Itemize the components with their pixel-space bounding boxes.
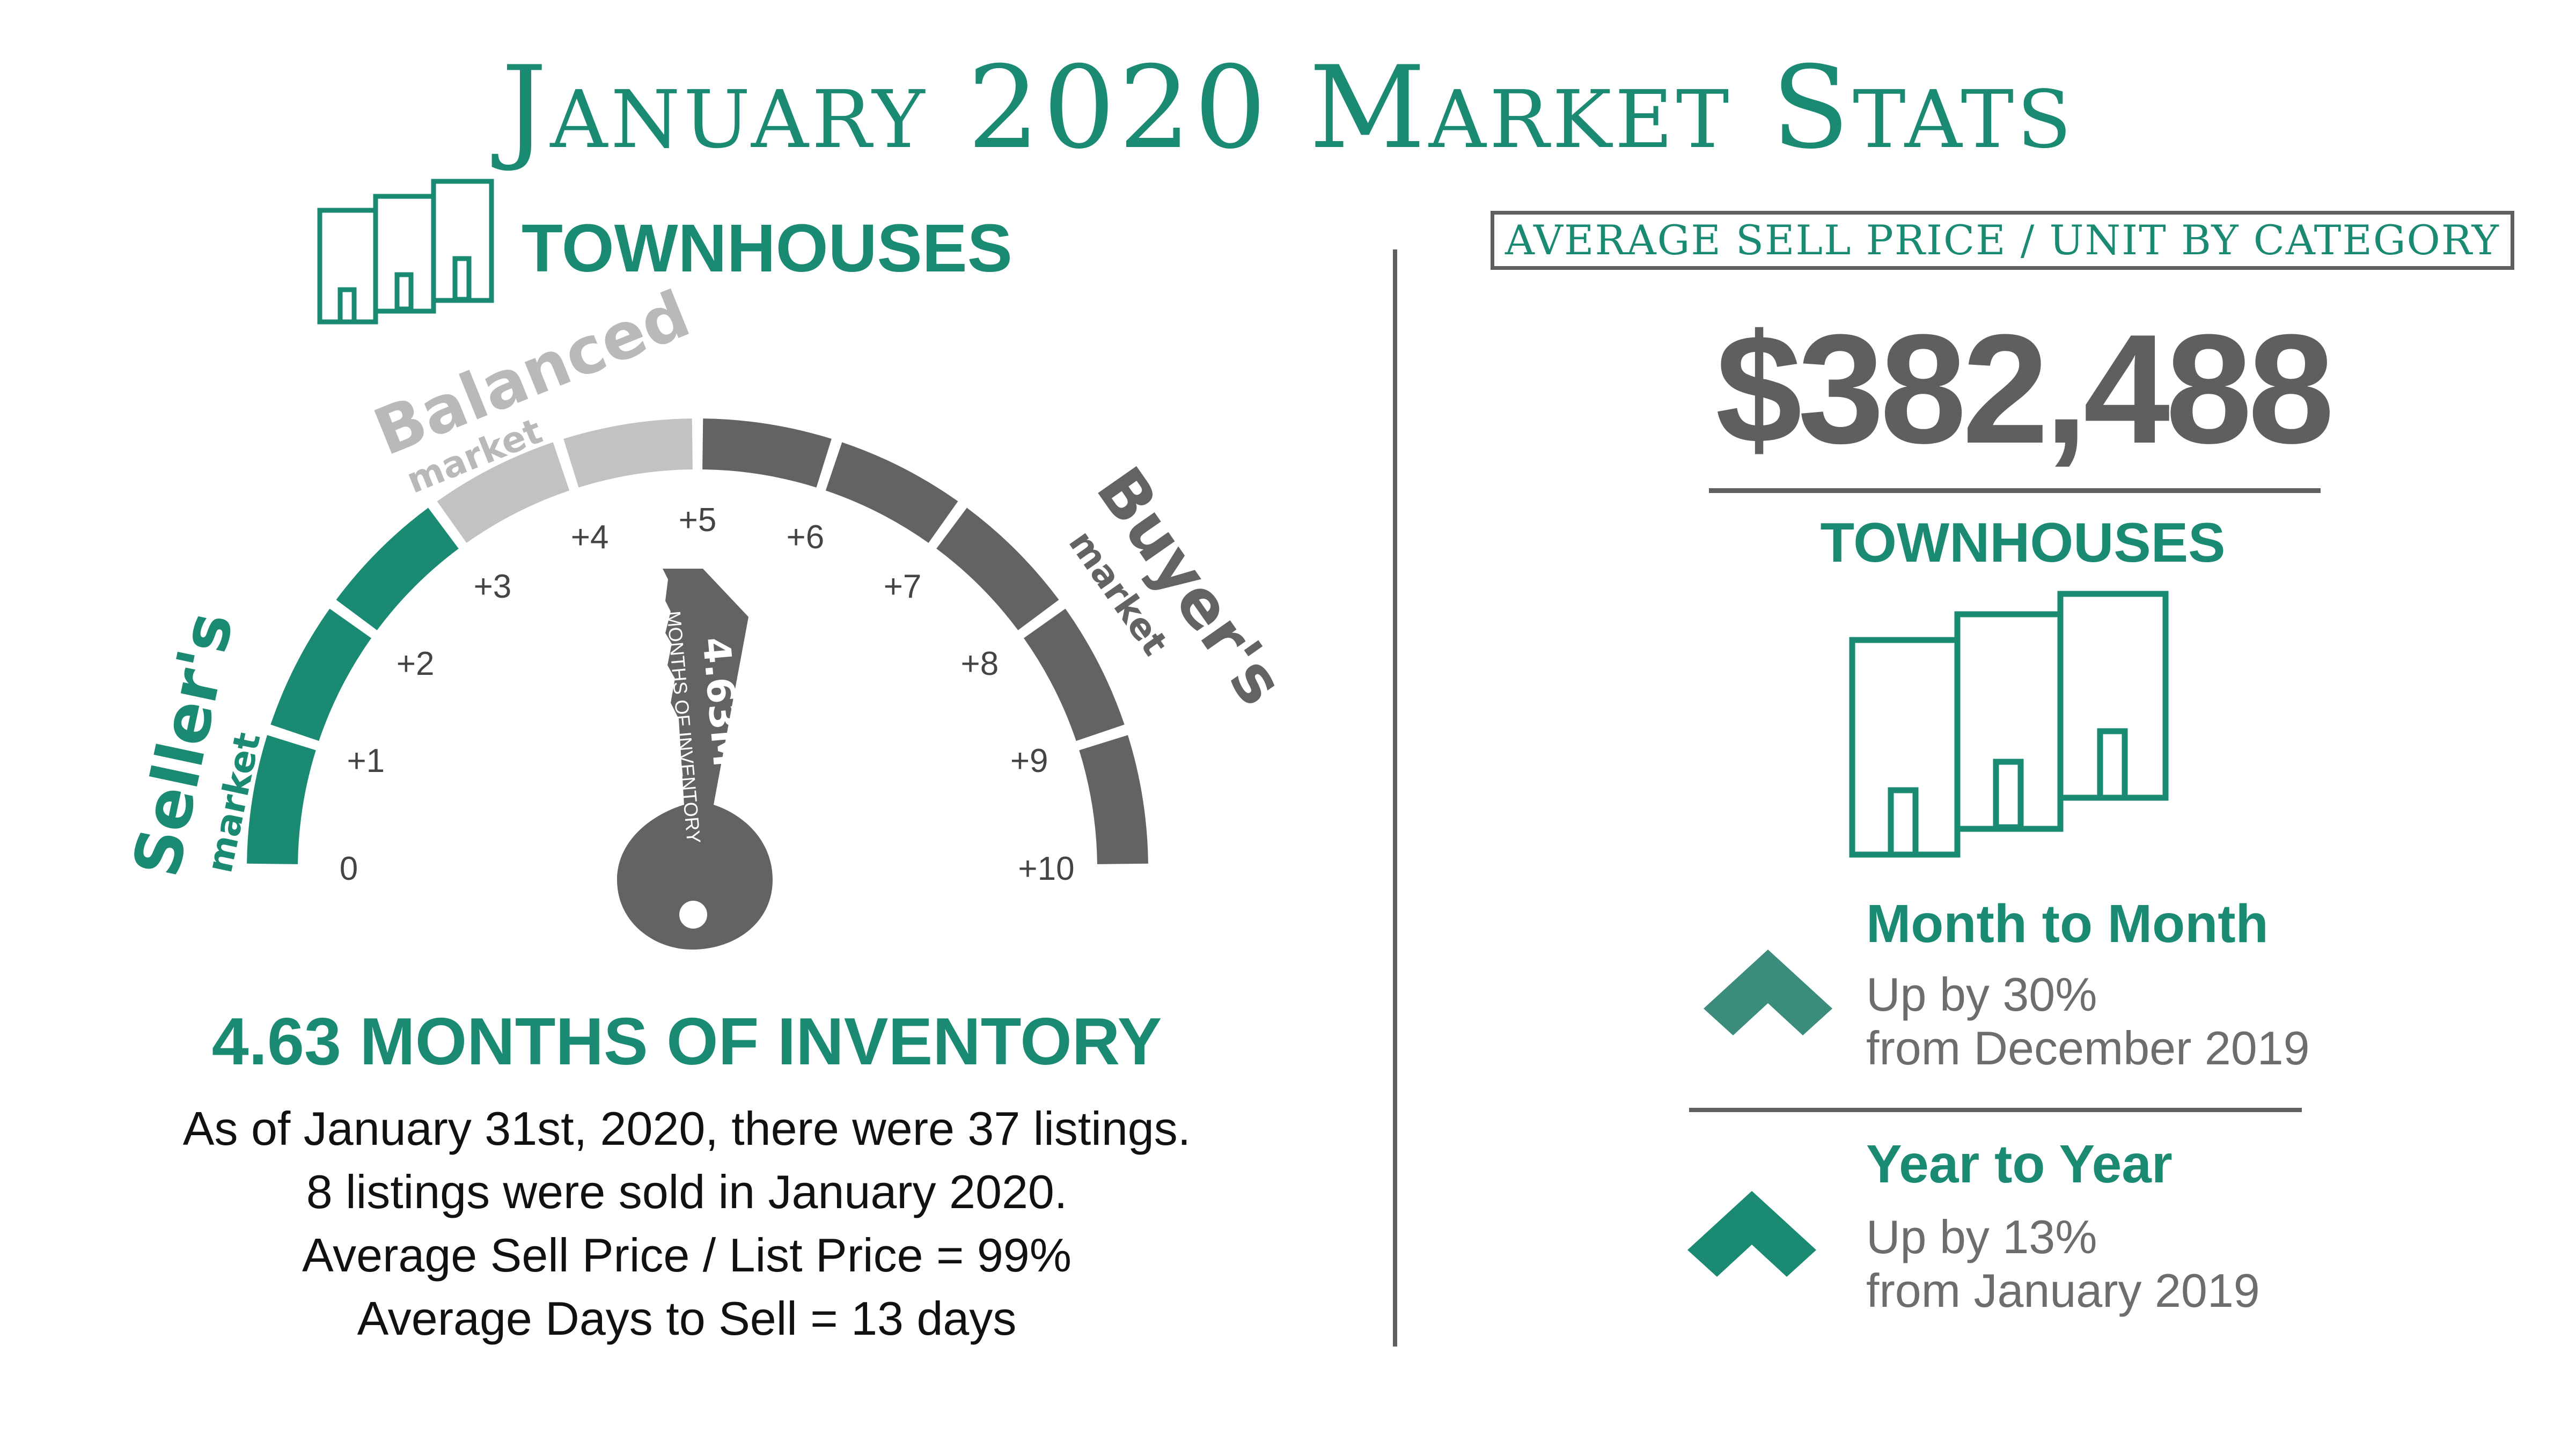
gauge-tick-10: +10 bbox=[1018, 850, 1074, 887]
year-to-year-line-2: from January 2019 bbox=[1866, 1264, 2260, 1317]
year-chevron-up-icon bbox=[1687, 1191, 1816, 1277]
column-divider bbox=[1393, 249, 1397, 1347]
gauge-tick-9: +9 bbox=[1010, 742, 1048, 779]
townhouse-icon bbox=[317, 179, 494, 325]
gauge-segment-1 bbox=[270, 608, 371, 741]
month-to-month-line-1: Up by 30% bbox=[1866, 968, 2097, 1021]
left-category-label: TOWNHOUSES bbox=[522, 210, 1012, 286]
gauge-tick-0: 0 bbox=[340, 850, 358, 887]
average-sell-price-label: AVERAGE SELL PRICE / UNIT BY CATEGORY bbox=[1491, 211, 2514, 270]
month-to-month-line-2: from December 2019 bbox=[1866, 1021, 2310, 1075]
month-chevron-up-icon bbox=[1704, 950, 1832, 1035]
year-to-year-title: Year to Year bbox=[1866, 1134, 2173, 1194]
inventory-line-3: Average Sell Price / List Price = 99% bbox=[302, 1229, 1072, 1282]
gauge-segment-9 bbox=[1079, 735, 1148, 864]
gauge-segment-4 bbox=[563, 418, 693, 488]
page-title: January 2020 Market Stats bbox=[501, 41, 2075, 174]
gauge-tick-4: +4 bbox=[571, 519, 609, 556]
gauge-tick-1: +1 bbox=[347, 742, 385, 779]
key-needle-icon: 4.63M MONTHS OF INVENTORY bbox=[617, 569, 773, 950]
gauge-segment-0 bbox=[247, 735, 316, 864]
average-sell-price-value: $382,488 bbox=[1715, 302, 2335, 476]
gauge-segment-5 bbox=[702, 418, 832, 488]
gauge-tick-6: +6 bbox=[787, 519, 825, 556]
year-to-year-line-1: Up by 13% bbox=[1866, 1210, 2097, 1263]
gauge-segment-6 bbox=[825, 442, 958, 543]
gauge-tick-5: +5 bbox=[679, 502, 717, 539]
gauge-tick-8: +8 bbox=[961, 645, 999, 682]
gauge-segment-7 bbox=[936, 507, 1059, 630]
gauge-segment-8 bbox=[1024, 608, 1125, 741]
gauge-tick-7: +7 bbox=[884, 568, 922, 605]
inventory-gauge: 0+1+2+3+4 +5 +6+7+8+9+10 Seller's market B… bbox=[119, 277, 1298, 950]
price-divider bbox=[1709, 488, 2321, 493]
townhouse-large-icon bbox=[1849, 591, 2169, 858]
stats-divider bbox=[1689, 1108, 2302, 1112]
inventory-title: 4.63 MONTHS OF INVENTORY bbox=[211, 1005, 1162, 1079]
inventory-line-1: As of January 31st, 2020, there were 37 … bbox=[182, 1102, 1191, 1155]
gauge-segment-3 bbox=[437, 442, 570, 543]
gauge-segment-2 bbox=[336, 507, 459, 630]
gauge-tick-2: +2 bbox=[397, 645, 435, 682]
gauge-tick-3: +3 bbox=[474, 568, 512, 605]
inventory-line-2: 8 listings were sold in January 2020. bbox=[306, 1165, 1068, 1218]
month-to-month-title: Month to Month bbox=[1866, 894, 2269, 954]
inventory-line-4: Average Days to Sell = 13 days bbox=[357, 1292, 1017, 1345]
right-category-label: TOWNHOUSES bbox=[1820, 512, 2226, 574]
